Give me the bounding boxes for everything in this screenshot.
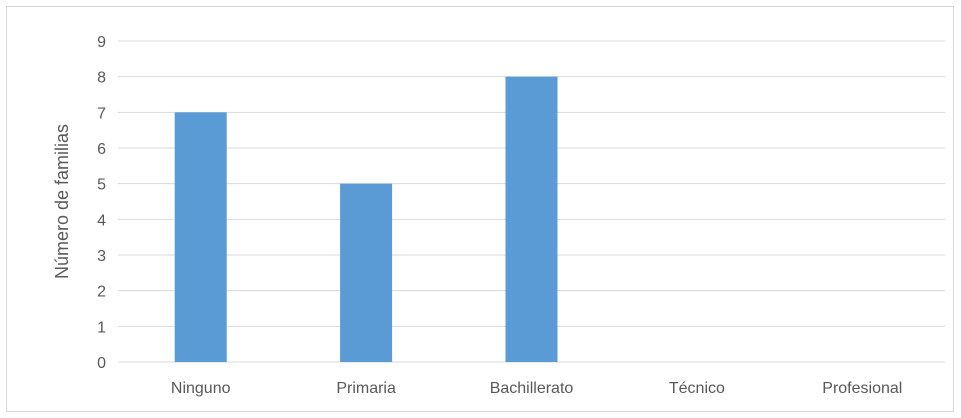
bars: [174, 76, 558, 363]
y-tick-label: 6: [97, 141, 106, 158]
x-tick-label: Ninguno: [171, 380, 231, 397]
y-tick-label: 7: [97, 105, 106, 122]
y-tick-label: 8: [97, 70, 106, 87]
y-tick-label: 5: [97, 177, 106, 194]
bar-ninguno: [174, 112, 227, 362]
bar-chart: 0 1 2 3 4 5 6 7 8 9 Ninguno Primaria Bachillerato Té…: [52, 34, 945, 397]
y-tick-labels: 0 1 2 3 4 5 6 7 8 9: [97, 34, 106, 372]
x-tick-label: Profesional: [822, 380, 902, 397]
x-tick-label: Bachillerato: [490, 380, 574, 397]
bar-bachillerato: [505, 76, 558, 363]
y-tick-label: 0: [97, 355, 106, 372]
y-tick-label: 1: [97, 319, 106, 336]
chart-frame: 0 1 2 3 4 5 6 7 8 9 Ninguno Primaria Bachillerato Té…: [6, 6, 954, 412]
y-tick-label: 4: [97, 212, 106, 229]
y-axis-title: Número de familias: [52, 124, 72, 279]
y-tick-label: 9: [97, 34, 106, 51]
y-tick-label: 3: [97, 248, 106, 265]
y-tick-label: 2: [97, 284, 106, 301]
x-tick-label: Técnico: [669, 380, 725, 397]
x-tick-label: Primaria: [336, 380, 396, 397]
bar-primaria: [340, 183, 393, 362]
x-tick-labels: Ninguno Primaria Bachillerato Técnico Profes…: [171, 380, 902, 397]
